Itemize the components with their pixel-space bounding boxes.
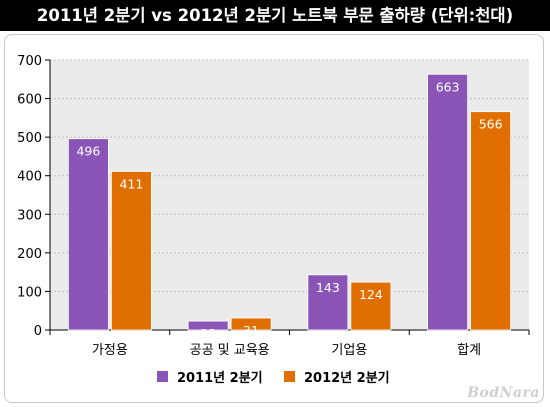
data-label: 566	[479, 117, 503, 132]
legend-label: 2011년 2분기	[177, 371, 263, 386]
x-tick-label: 가정용	[92, 343, 128, 358]
x-tick-label: 기업용	[331, 343, 367, 358]
legend-label: 2012년 2분기	[304, 371, 390, 386]
data-label: 124	[359, 287, 383, 302]
bar	[110, 171, 152, 331]
chart-title: 2011년 2분기 vs 2012년 2분기 노트북 부문 출하량 (단위:천대…	[0, 0, 550, 31]
data-label: 143	[316, 280, 340, 295]
y-tick-label: 500	[17, 131, 42, 146]
y-tick-label: 300	[17, 208, 42, 223]
data-label: 23	[200, 326, 216, 341]
watermark-logo: BodNara	[467, 385, 540, 401]
legend-swatch	[157, 371, 168, 382]
bar	[350, 281, 392, 331]
y-tick-label: 400	[17, 170, 42, 185]
bar	[187, 320, 229, 331]
y-tick-label: 100	[17, 285, 42, 300]
data-label: 496	[76, 144, 100, 159]
bar	[470, 111, 512, 331]
x-tick-label: 공공 및 교육용	[190, 343, 270, 358]
bar	[67, 138, 109, 331]
data-label: 663	[436, 79, 460, 94]
x-tick-label: 합계	[457, 343, 481, 358]
data-label: 31	[243, 323, 259, 338]
bar	[307, 274, 349, 331]
bar	[230, 317, 272, 331]
y-tick-label: 200	[17, 247, 42, 262]
bar	[427, 73, 469, 331]
y-tick-label: 700	[17, 54, 42, 69]
y-tick-label: 0	[34, 324, 42, 339]
y-tick-label: 600	[17, 93, 42, 108]
data-label: 411	[119, 176, 143, 191]
legend-swatch	[284, 371, 295, 382]
